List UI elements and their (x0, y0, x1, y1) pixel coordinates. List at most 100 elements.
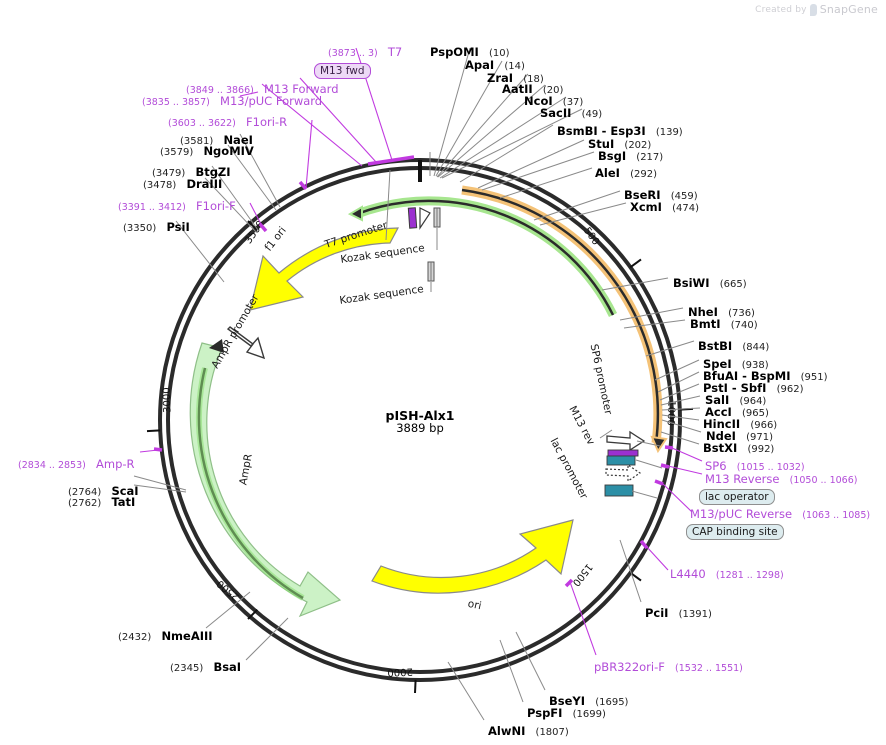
primer-label-left-1: (3835 .. 3857) M13/pUC Forward (142, 92, 322, 108)
enzyme-position: (1699) (572, 709, 606, 720)
feature-arc-orange (461, 188, 660, 444)
feature-m13-rev-marker (607, 449, 639, 457)
feature-sp6-promoter-arrow (606, 430, 646, 452)
enzyme-label-17: BfuAI - BspMI (951) (703, 367, 828, 383)
enzyme-name: BtgZI (195, 165, 231, 179)
primer-label-right-2: M13/pUC Reverse (1063 .. 1085) (690, 505, 870, 521)
enzyme-label-0: PspOMI (10) (430, 43, 510, 59)
primer-range: (3835 .. 3857) (142, 97, 210, 108)
enzyme-position: (3478) (143, 180, 177, 191)
badge-text: CAP binding site (686, 524, 784, 540)
enzyme-position: (962) (776, 384, 804, 395)
enzyme-position: (18) (523, 74, 544, 85)
enzyme-label-19: SalI (964) (705, 391, 766, 407)
enzyme-position: (49) (581, 109, 603, 120)
enzyme-label-23: BstXI (992) (703, 439, 774, 455)
primer-name: pBR322ori-F (594, 660, 665, 674)
enzyme-name: BsiWI (673, 276, 710, 290)
feature-ampr-arrowhead (209, 339, 224, 353)
enzyme-label-11: XcmI (474) (630, 198, 699, 214)
primer-name: Amp-R (96, 457, 135, 471)
enzyme-name: ZraI (487, 71, 514, 85)
enzyme-name: DraIII (186, 177, 223, 191)
enzyme-position: (20) (542, 85, 564, 96)
feature-ampr-promoter-arrow (226, 326, 266, 360)
snapgene-watermark: Created by SnapGene (755, 3, 878, 16)
enzyme-position: (2432) (118, 632, 152, 643)
enzyme-label-26: PspFI (1699) (527, 704, 606, 720)
primer-label-left-3: (3391 .. 3412) F1ori-F (118, 197, 236, 213)
enzyme-label-9: AleI (292) (595, 164, 657, 180)
enzyme-position: (3479) (152, 168, 186, 179)
enzyme-position: (964) (739, 396, 767, 407)
primer-range: (1281 .. 1298) (715, 570, 784, 581)
enzyme-label-left-4: (3350) PsiI (123, 218, 190, 234)
enzyme-label-14: BmtI (740) (690, 315, 758, 331)
feature-label-4: SP6 promoter (588, 343, 615, 416)
plasmid-title: pISH-Alx1 (385, 408, 455, 423)
watermark-brand-text: SnapGene (819, 3, 878, 16)
enzyme-name: StuI (588, 137, 615, 151)
feature-label-6: lac promoter (548, 436, 590, 502)
enzyme-position: (992) (747, 444, 775, 455)
enzyme-label-25: BseYI (1695) (549, 692, 628, 708)
enzyme-label-6: BsmBI - Esp3I (139) (557, 122, 683, 138)
enzyme-position: (14) (504, 61, 525, 72)
enzyme-name: XcmI (630, 200, 662, 214)
enzyme-position: (139) (655, 127, 683, 138)
feature-leader-lines (385, 152, 663, 499)
enzyme-position: (459) (670, 191, 698, 202)
feature-arc-green (356, 199, 615, 316)
enzyme-label-left-7: (3579) NgoMIV (160, 142, 254, 158)
enzyme-position: (202) (624, 140, 652, 151)
enzyme-label-left-0: (2345) BsaI (170, 658, 241, 674)
primer-range: (3603 .. 3622) (168, 118, 236, 129)
enzyme-name: BseYI (549, 694, 586, 708)
enzyme-label-left-6: (3479) BtgZI (152, 163, 231, 179)
primer-range: (3873 .. 3) (328, 48, 378, 59)
enzyme-position: (2762) (68, 498, 102, 509)
primer-name: SP6 (705, 459, 727, 473)
enzyme-label-7: StuI (202) (588, 135, 651, 151)
enzyme-name: SpeI (703, 357, 732, 371)
enzyme-name: AlwNI (488, 724, 526, 738)
primer-label-left-0: (3849 .. 3866) M13 Forward (186, 80, 339, 96)
tick-label-3: 2000 (387, 666, 413, 678)
primer-name: M13/pUC Reverse (690, 507, 793, 521)
enzyme-leader-lines (133, 47, 702, 721)
enzyme-name: AleI (595, 166, 620, 180)
enzyme-position: (2345) (170, 663, 204, 674)
enzyme-name: ApaI (465, 58, 495, 72)
enzyme-position: (665) (719, 279, 747, 290)
enzyme-label-10: BseRI (459) (624, 186, 698, 202)
enzyme-name: BmtI (690, 317, 721, 331)
coordinate-ticks (146, 220, 694, 694)
feature-f1-ori-arrow (249, 227, 400, 311)
primer-label-right-1: M13 Reverse (1050 .. 1066) (705, 470, 857, 486)
feature-ampr-halo (195, 367, 305, 601)
primer-label-left-2: (3603 .. 3622) F1ori-R (168, 113, 287, 129)
primer-range: (3391 .. 3412) (118, 202, 186, 213)
enzyme-name: ScaI (111, 484, 139, 498)
feature-arc-green-arrowhead (347, 205, 363, 222)
enzyme-name: PsiI (166, 220, 190, 234)
enzyme-label-8: BsgI (217) (598, 147, 663, 163)
snapgene-logo-icon (809, 3, 817, 16)
enzyme-name: SalI (705, 393, 730, 407)
primer-name: L4440 (670, 567, 706, 581)
watermark-created-text: Created by (755, 4, 807, 15)
enzyme-name: SacII (540, 106, 572, 120)
enzyme-name: BsgI (598, 149, 627, 163)
enzyme-position: (740) (730, 320, 758, 331)
feature-label-3: Kozak sequence (339, 283, 425, 307)
enzyme-label-left-8: (3581) NaeI (180, 131, 253, 147)
enzyme-name: NdeI (706, 429, 736, 443)
primer-range: (1015 .. 1032) (736, 462, 805, 473)
enzyme-label-3: AatII (20) (502, 80, 563, 96)
primer-name: T7 (387, 45, 403, 59)
enzyme-label-2: ZraI (18) (487, 69, 544, 85)
primer-name: M13/pUC Forward (220, 94, 323, 108)
enzyme-name: PstI - SbfI (703, 381, 767, 395)
enzyme-label-16: SpeI (938) (703, 355, 769, 371)
